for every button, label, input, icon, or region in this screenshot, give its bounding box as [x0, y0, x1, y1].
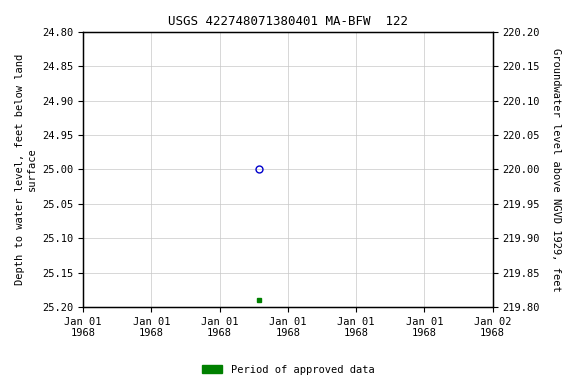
Title: USGS 422748071380401 MA-BFW  122: USGS 422748071380401 MA-BFW 122 [168, 15, 408, 28]
Y-axis label: Depth to water level, feet below land
surface: Depth to water level, feet below land su… [15, 54, 37, 285]
Legend: Period of approved data: Period of approved data [198, 361, 378, 379]
Y-axis label: Groundwater level above NGVD 1929, feet: Groundwater level above NGVD 1929, feet [551, 48, 561, 291]
